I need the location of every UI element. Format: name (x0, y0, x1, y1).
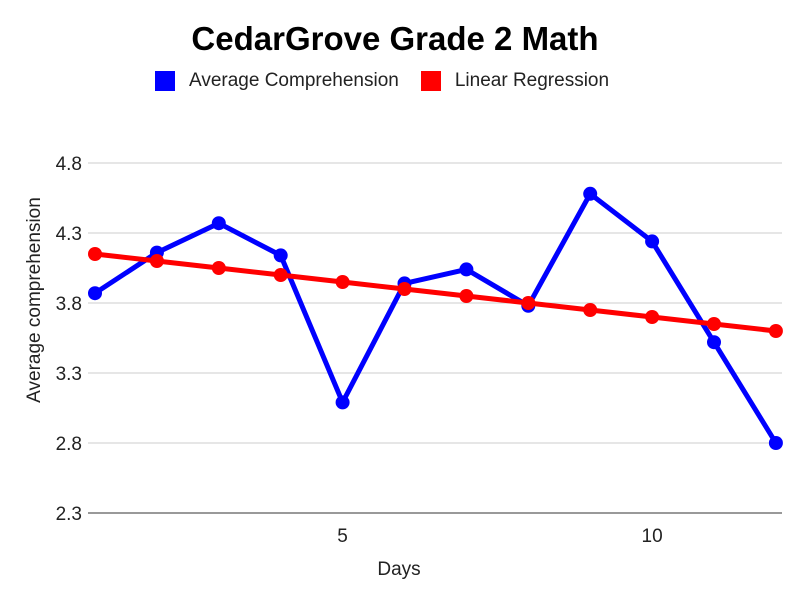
data-point[interactable] (88, 286, 102, 301)
series-line (93, 191, 779, 445)
legend-swatch-regression (420, 71, 441, 91)
data-point[interactable] (88, 247, 102, 261)
data-point[interactable] (583, 303, 598, 317)
data-point[interactable] (707, 317, 721, 331)
y-tick-labels: 2.3 2.8 3.3 3.8 4.3 4.8 (56, 154, 82, 525)
data-point[interactable] (645, 234, 660, 249)
data-point[interactable] (521, 296, 536, 310)
data-point[interactable] (583, 186, 598, 201)
legend-swatch-average (155, 71, 175, 91)
series-layer (88, 186, 783, 450)
data-point[interactable] (273, 268, 288, 282)
legend: Average Comprehension Linear Regression (155, 69, 631, 93)
y-tick-label: 3.3 (56, 364, 82, 385)
data-point[interactable] (211, 261, 226, 275)
grid-lines (88, 162, 782, 514)
y-tick-label: 2.8 (56, 434, 82, 455)
data-point[interactable] (335, 275, 350, 289)
data-point[interactable] (768, 324, 783, 338)
data-point[interactable] (335, 395, 350, 410)
legend-item-regression[interactable]: Linear Regression (420, 70, 610, 92)
data-point[interactable] (273, 248, 288, 263)
data-point[interactable] (645, 310, 660, 324)
data-point[interactable] (459, 262, 474, 277)
y-axis-label: Average comprehension (24, 197, 45, 403)
data-point[interactable] (211, 216, 226, 231)
y-tick-label: 2.3 (56, 504, 82, 525)
data-point[interactable] (459, 289, 474, 303)
series-line (94, 251, 777, 334)
x-tick-labels: 5 10 (337, 526, 662, 547)
legend-label-regression: Linear Regression (454, 70, 610, 91)
data-point[interactable] (707, 335, 721, 350)
series-linear-regression (88, 247, 783, 338)
y-tick-label: 4.3 (56, 224, 82, 245)
x-axis-label: Days (377, 559, 420, 580)
chart-title: CedarGrove Grade 2 Math (191, 20, 599, 57)
data-point[interactable] (397, 282, 412, 296)
data-point[interactable] (149, 254, 164, 268)
y-tick-label: 4.8 (56, 154, 82, 175)
y-tick-label: 3.8 (56, 294, 82, 315)
legend-label-average: Average Comprehension (189, 70, 399, 91)
x-tick-label: 10 (642, 526, 663, 547)
data-point[interactable] (768, 436, 783, 450)
legend-item-average[interactable]: Average Comprehension (155, 70, 399, 92)
x-tick-label: 5 (337, 526, 348, 547)
